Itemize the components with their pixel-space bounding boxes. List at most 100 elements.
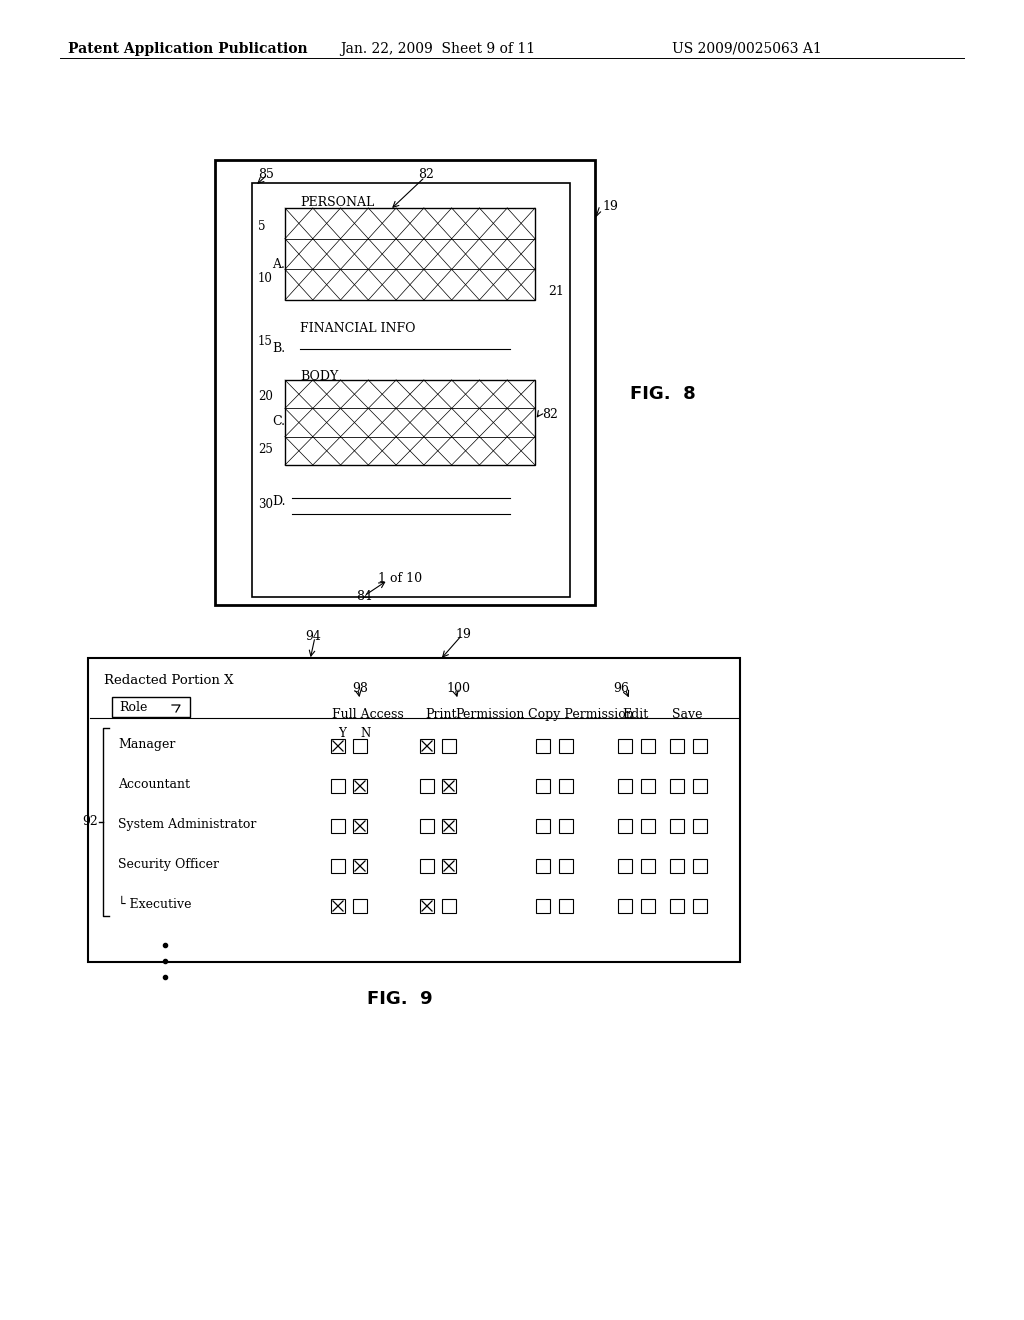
Bar <box>331 739 345 752</box>
Text: └ Executive: └ Executive <box>118 898 191 911</box>
Bar <box>641 779 655 793</box>
Text: 82: 82 <box>542 408 558 421</box>
Bar <box>641 859 655 873</box>
Bar <box>693 779 707 793</box>
Bar <box>618 859 632 873</box>
Text: 1 of 10: 1 of 10 <box>378 572 422 585</box>
Text: Redacted Portion X: Redacted Portion X <box>104 675 233 686</box>
Text: 82: 82 <box>418 168 434 181</box>
Text: 10: 10 <box>258 272 272 285</box>
Bar <box>536 779 550 793</box>
Bar <box>353 899 367 913</box>
Text: Accountant: Accountant <box>118 777 190 791</box>
Bar <box>693 739 707 752</box>
Bar <box>353 818 367 833</box>
Bar <box>442 818 456 833</box>
Bar <box>285 209 535 300</box>
Bar <box>215 160 595 605</box>
Text: Print: Print <box>425 708 457 721</box>
Text: Patent Application Publication: Patent Application Publication <box>68 42 307 55</box>
Bar <box>618 899 632 913</box>
Text: BODY: BODY <box>300 370 338 383</box>
Bar <box>442 859 456 873</box>
Bar <box>693 899 707 913</box>
Text: 98: 98 <box>352 682 368 696</box>
Text: 85: 85 <box>258 168 273 181</box>
Text: Jan. 22, 2009  Sheet 9 of 11: Jan. 22, 2009 Sheet 9 of 11 <box>340 42 536 55</box>
Bar <box>618 818 632 833</box>
Text: Security Officer: Security Officer <box>118 858 219 871</box>
Bar <box>536 859 550 873</box>
Bar <box>420 739 434 752</box>
Text: 15: 15 <box>258 335 272 348</box>
Text: Copy Permission: Copy Permission <box>528 708 634 721</box>
Bar <box>641 899 655 913</box>
Bar <box>442 779 456 793</box>
Bar <box>420 899 434 913</box>
Bar <box>693 818 707 833</box>
Bar <box>559 739 573 752</box>
Text: Role: Role <box>119 701 147 714</box>
Text: C.: C. <box>272 414 285 428</box>
Bar <box>420 818 434 833</box>
Bar <box>670 859 684 873</box>
Text: 25: 25 <box>258 444 272 455</box>
Text: A.: A. <box>272 257 285 271</box>
Text: D.: D. <box>272 495 286 508</box>
Bar <box>670 899 684 913</box>
Bar <box>331 899 345 913</box>
Text: 19: 19 <box>602 201 617 213</box>
Text: 19: 19 <box>455 628 471 642</box>
Bar <box>536 818 550 833</box>
Text: Save: Save <box>672 708 702 721</box>
Bar <box>670 818 684 833</box>
Bar <box>88 657 740 962</box>
Bar <box>420 859 434 873</box>
Bar <box>641 739 655 752</box>
Text: Edit: Edit <box>622 708 648 721</box>
Bar <box>442 739 456 752</box>
Text: 94: 94 <box>305 630 321 643</box>
Text: B.: B. <box>272 342 285 355</box>
Text: FINANCIAL INFO: FINANCIAL INFO <box>300 322 416 335</box>
Text: PERSONAL: PERSONAL <box>300 195 374 209</box>
Bar <box>559 779 573 793</box>
Bar <box>252 183 570 597</box>
Bar <box>670 739 684 752</box>
Text: 21: 21 <box>548 285 564 298</box>
Text: FIG.  8: FIG. 8 <box>630 385 695 403</box>
Bar <box>536 899 550 913</box>
Text: Full Access: Full Access <box>332 708 403 721</box>
Bar <box>353 739 367 752</box>
Text: FIG.  9: FIG. 9 <box>368 990 433 1008</box>
Text: N: N <box>360 727 371 741</box>
Text: Manager: Manager <box>118 738 175 751</box>
Bar <box>112 697 190 717</box>
Bar <box>285 380 535 465</box>
Bar <box>618 739 632 752</box>
Text: 96: 96 <box>613 682 629 696</box>
Text: 84: 84 <box>356 590 372 603</box>
Text: 100: 100 <box>446 682 470 696</box>
Bar <box>331 859 345 873</box>
Bar <box>331 779 345 793</box>
Bar <box>353 779 367 793</box>
Text: Y: Y <box>338 727 346 741</box>
Bar <box>353 859 367 873</box>
Text: Permission: Permission <box>455 708 524 721</box>
Text: 20: 20 <box>258 389 272 403</box>
Bar <box>559 859 573 873</box>
Text: 5: 5 <box>258 220 265 234</box>
Bar <box>641 818 655 833</box>
Text: 30: 30 <box>258 498 273 511</box>
Bar <box>442 899 456 913</box>
Bar <box>693 859 707 873</box>
Bar <box>670 779 684 793</box>
Bar <box>559 818 573 833</box>
Bar <box>331 818 345 833</box>
Bar <box>618 779 632 793</box>
Text: System Administrator: System Administrator <box>118 818 256 832</box>
Text: US 2009/0025063 A1: US 2009/0025063 A1 <box>672 42 821 55</box>
Bar <box>536 739 550 752</box>
Bar <box>559 899 573 913</box>
